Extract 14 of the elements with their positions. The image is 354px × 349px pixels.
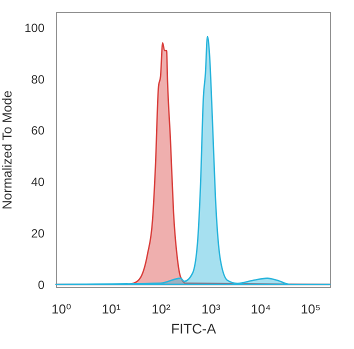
y-tick-label: 100 (24, 20, 45, 35)
x-axis-title: FITC-A (170, 320, 217, 336)
y-axis-title: Normalized To Mode (0, 90, 14, 210)
y-tick-label: 0 (38, 278, 45, 292)
y-tick-label: 20 (31, 226, 45, 241)
x-tick-label: 10² (152, 302, 172, 316)
x-tick-label: 10⁵ (300, 302, 321, 316)
y-tick-label: 60 (31, 124, 45, 138)
y-tick-label: 40 (31, 175, 45, 190)
x-tick-label: 10¹ (102, 302, 122, 316)
x-tick-label: 10⁴ (250, 302, 271, 316)
x-tick-label: 10⁰ (51, 302, 72, 316)
y-tick-label: 80 (31, 72, 45, 86)
x-tick-label: 10³ (202, 302, 221, 316)
